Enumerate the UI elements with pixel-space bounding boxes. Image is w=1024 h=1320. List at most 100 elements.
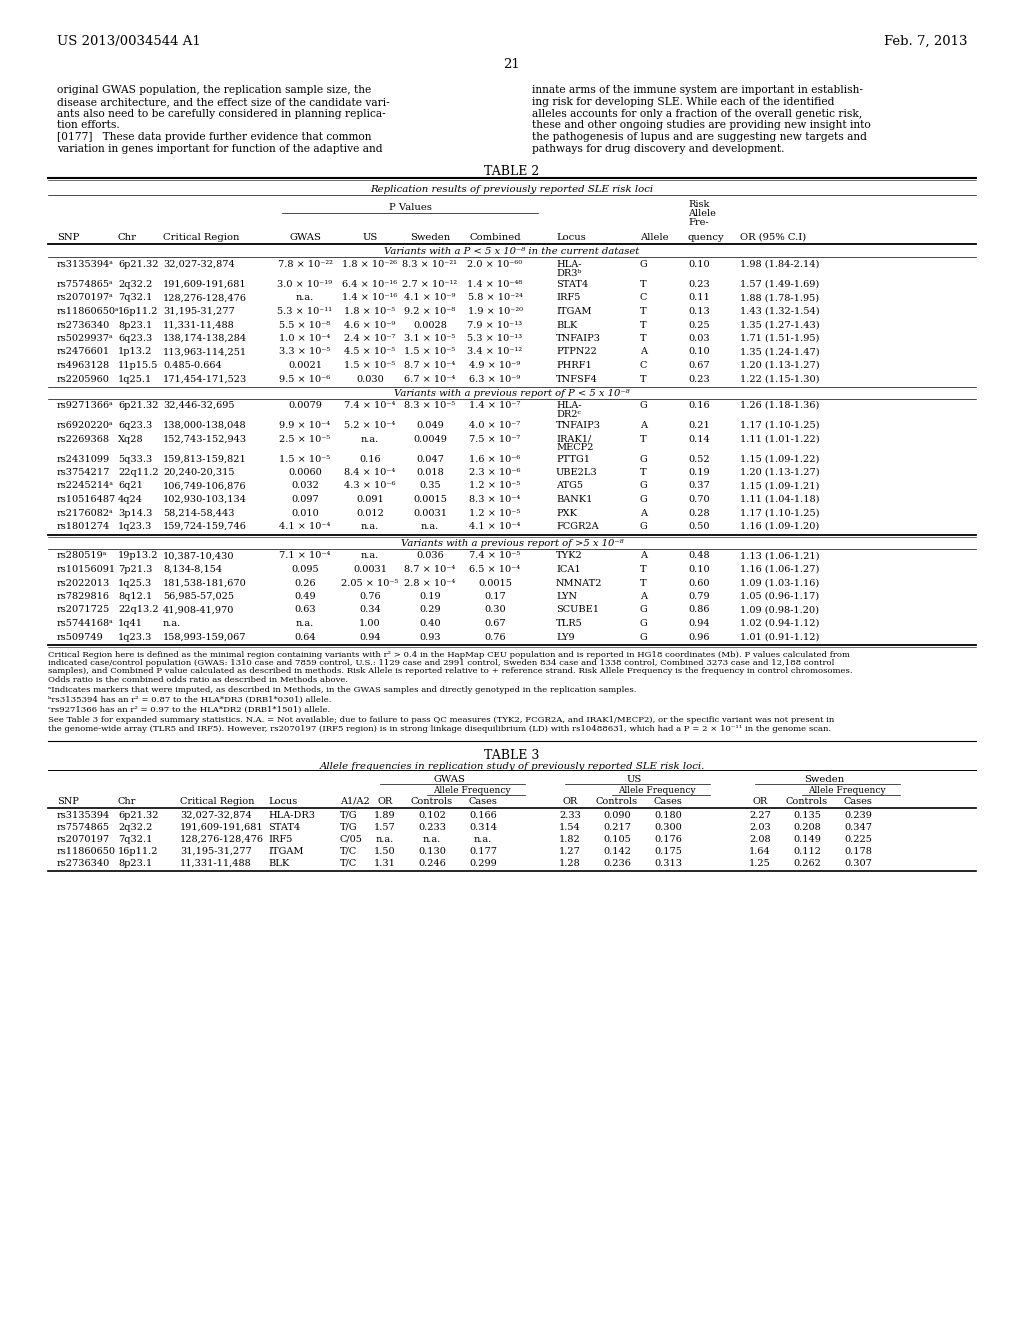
Text: 0.090: 0.090 <box>603 810 631 820</box>
Text: rs2736340: rs2736340 <box>57 859 111 867</box>
Text: 0.313: 0.313 <box>654 859 682 867</box>
Text: 7.9 × 10⁻¹³: 7.9 × 10⁻¹³ <box>467 321 522 330</box>
Text: T: T <box>640 434 646 444</box>
Text: TYK2: TYK2 <box>556 552 583 561</box>
Text: See Table 3 for expanded summary statistics. N.A. = Not available; due to failur: See Table 3 for expanded summary statist… <box>48 717 835 725</box>
Text: 0.96: 0.96 <box>688 632 710 642</box>
Text: rs2476601: rs2476601 <box>57 347 111 356</box>
Text: Allele Frequency: Allele Frequency <box>618 785 696 795</box>
Text: 0.233: 0.233 <box>418 822 446 832</box>
Text: 1.64: 1.64 <box>750 847 771 855</box>
Text: 0.314: 0.314 <box>469 822 497 832</box>
Text: Replication results of previously reported SLE risk loci: Replication results of previously report… <box>371 185 653 194</box>
Text: 8,134-8,154: 8,134-8,154 <box>163 565 222 574</box>
Text: 0.23: 0.23 <box>688 280 710 289</box>
Text: Locus: Locus <box>556 234 586 242</box>
Text: G: G <box>640 482 648 491</box>
Text: 31,195-31,277: 31,195-31,277 <box>163 308 234 315</box>
Text: 1.4 × 10⁻⁷: 1.4 × 10⁻⁷ <box>469 401 520 411</box>
Text: rs1801274: rs1801274 <box>57 521 111 531</box>
Text: 0.17: 0.17 <box>484 591 506 601</box>
Text: 1.22 (1.15-1.30): 1.22 (1.15-1.30) <box>740 375 819 384</box>
Text: 159,813-159,821: 159,813-159,821 <box>163 454 247 463</box>
Text: TABLE 2: TABLE 2 <box>484 165 540 178</box>
Text: 0.180: 0.180 <box>654 810 682 820</box>
Text: the genome-wide array (TLR5 and IRF5). However, rs2070197 (IRF5 region) is in st: the genome-wide array (TLR5 and IRF5). H… <box>48 725 831 733</box>
Text: Critical Region: Critical Region <box>163 234 240 242</box>
Text: n.a.: n.a. <box>360 434 379 444</box>
Text: 1.17 (1.10-1.25): 1.17 (1.10-1.25) <box>740 421 819 430</box>
Text: ITGAM: ITGAM <box>268 847 303 855</box>
Text: 128,276-128,476: 128,276-128,476 <box>163 293 247 302</box>
Text: 0.94: 0.94 <box>688 619 710 628</box>
Text: UBE2L3: UBE2L3 <box>556 469 598 477</box>
Text: 8.3 × 10⁻⁵: 8.3 × 10⁻⁵ <box>404 401 456 411</box>
Text: 152,743-152,943: 152,743-152,943 <box>163 434 247 444</box>
Text: 22q11.2: 22q11.2 <box>118 469 159 477</box>
Text: C: C <box>640 360 647 370</box>
Text: 2.8 × 10⁻⁴: 2.8 × 10⁻⁴ <box>404 578 456 587</box>
Text: T: T <box>640 578 646 587</box>
Text: OR: OR <box>753 797 768 805</box>
Text: 0.10: 0.10 <box>688 565 710 574</box>
Text: 0.60: 0.60 <box>688 578 710 587</box>
Text: 6.7 × 10⁻⁴: 6.7 × 10⁻⁴ <box>404 375 456 384</box>
Text: indicated case/control population (GWAS: 1310 case and 7859 control, U.S.: 1129 : indicated case/control population (GWAS:… <box>48 659 835 667</box>
Text: 0.76: 0.76 <box>359 591 381 601</box>
Text: 1.26 (1.18-1.36): 1.26 (1.18-1.36) <box>740 401 819 411</box>
Text: ᵇrs3135394 has an r² = 0.87 to the HLA*DR3 (DRB1*0301) allele.: ᵇrs3135394 has an r² = 0.87 to the HLA*D… <box>48 696 332 704</box>
Text: Sweden: Sweden <box>804 775 844 784</box>
Text: ᶜrs9271366 has an r² = 0.97 to the HLA*DR2 (DRB1*1501) allele.: ᶜrs9271366 has an r² = 0.97 to the HLA*D… <box>48 706 331 714</box>
Text: 6.3 × 10⁻⁹: 6.3 × 10⁻⁹ <box>469 375 520 384</box>
Text: G: G <box>640 495 648 504</box>
Text: 1.82: 1.82 <box>559 834 581 843</box>
Text: 1.27: 1.27 <box>559 847 581 855</box>
Text: [0177]   These data provide further evidence that common: [0177] These data provide further eviden… <box>57 132 372 143</box>
Text: 0.64: 0.64 <box>294 632 315 642</box>
Text: PTTG1: PTTG1 <box>556 454 590 463</box>
Text: BLK: BLK <box>268 859 289 867</box>
Text: 0.28: 0.28 <box>688 508 710 517</box>
Text: 1.28: 1.28 <box>559 859 581 867</box>
Text: rs7574865: rs7574865 <box>57 822 110 832</box>
Text: 0.307: 0.307 <box>844 859 872 867</box>
Text: 1.54: 1.54 <box>559 822 581 832</box>
Text: 0.036: 0.036 <box>416 552 443 561</box>
Text: 5.3 × 10⁻¹³: 5.3 × 10⁻¹³ <box>467 334 522 343</box>
Text: 9.5 × 10⁻⁶: 9.5 × 10⁻⁶ <box>280 375 331 384</box>
Text: 2.33: 2.33 <box>559 810 581 820</box>
Text: rs5744168ᵃ: rs5744168ᵃ <box>57 619 114 628</box>
Text: 0.19: 0.19 <box>419 591 440 601</box>
Text: n.a.: n.a. <box>296 293 314 302</box>
Text: 0.095: 0.095 <box>291 565 318 574</box>
Text: disease architecture, and the effect size of the candidate vari-: disease architecture, and the effect siz… <box>57 96 390 107</box>
Text: n.a.: n.a. <box>474 834 493 843</box>
Text: Allele: Allele <box>640 234 669 242</box>
Text: 0.10: 0.10 <box>688 347 710 356</box>
Text: 0.37: 0.37 <box>688 482 710 491</box>
Text: ICA1: ICA1 <box>556 565 581 574</box>
Text: 1.25: 1.25 <box>750 859 771 867</box>
Text: 3.4 × 10⁻¹²: 3.4 × 10⁻¹² <box>467 347 522 356</box>
Text: rs3135394: rs3135394 <box>57 810 111 820</box>
Text: 6.5 × 10⁻⁴: 6.5 × 10⁻⁴ <box>469 565 520 574</box>
Text: OR: OR <box>562 797 578 805</box>
Text: BANK1: BANK1 <box>556 495 592 504</box>
Text: 0.13: 0.13 <box>688 308 710 315</box>
Text: T: T <box>640 565 646 574</box>
Text: 0.135: 0.135 <box>793 810 821 820</box>
Text: FCGR2A: FCGR2A <box>556 521 599 531</box>
Text: 7q32.1: 7q32.1 <box>118 834 153 843</box>
Text: 0.010: 0.010 <box>291 508 318 517</box>
Text: 1.50: 1.50 <box>374 847 396 855</box>
Text: Controls: Controls <box>786 797 828 805</box>
Text: 16p11.2: 16p11.2 <box>118 847 159 855</box>
Text: 2.0 × 10⁻⁶⁰: 2.0 × 10⁻⁶⁰ <box>467 260 522 269</box>
Text: A: A <box>640 347 647 356</box>
Text: 0.29: 0.29 <box>419 606 440 615</box>
Text: rs2205960: rs2205960 <box>57 375 110 384</box>
Text: 0.67: 0.67 <box>688 360 710 370</box>
Text: 0.34: 0.34 <box>359 606 381 615</box>
Text: 0.94: 0.94 <box>359 632 381 642</box>
Text: rs6920220ᵃ: rs6920220ᵃ <box>57 421 114 430</box>
